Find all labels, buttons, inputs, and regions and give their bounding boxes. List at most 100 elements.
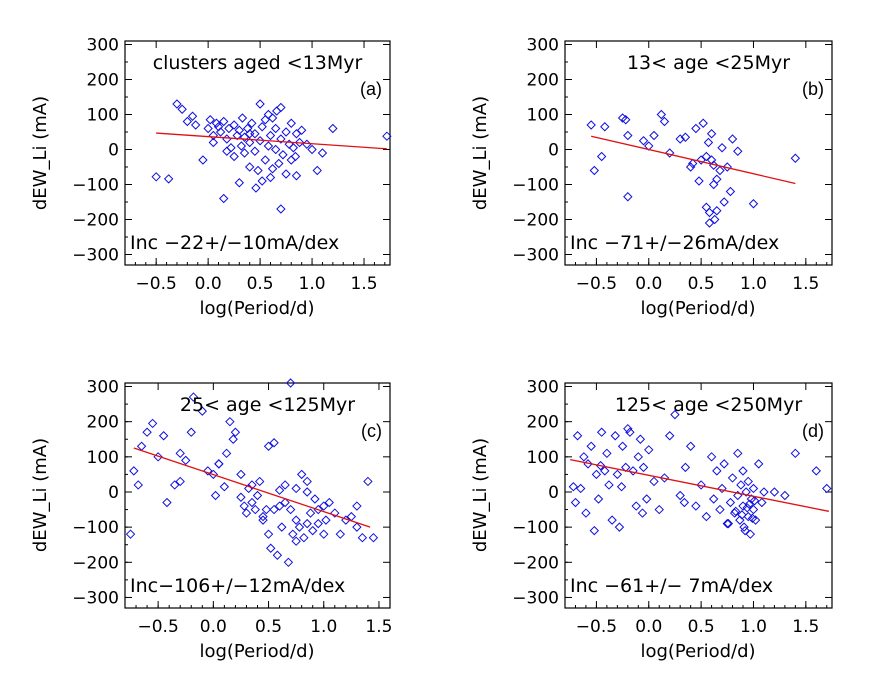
data-point [745,529,756,539]
data-point [633,452,644,462]
data-point [285,504,296,515]
data-point [317,148,328,158]
data-point [644,445,654,455]
data-point [208,130,219,141]
data-point [274,501,285,511]
x-tick-label: 0.5 [688,274,715,294]
data-point [175,476,185,487]
fit-line [570,459,829,512]
data-point [649,130,659,141]
data-point [607,515,617,525]
data-point [299,532,309,543]
data-point [290,151,301,162]
data-point [158,431,169,441]
data-point [715,504,725,515]
y-tick-label: −200 [512,211,559,231]
slope-annotation: Inc −61+/− 7mA/dex [570,575,773,597]
data-point [733,448,743,459]
data-point [811,466,822,476]
data-point [757,497,767,508]
data-point [251,183,261,193]
plot-frame [564,40,833,266]
data-point [679,497,690,508]
x-tick-label: 1.0 [299,274,326,294]
data-point [270,123,281,134]
data-point [291,171,302,181]
data-point [247,480,257,490]
data-point [237,113,248,123]
data-point [738,466,748,476]
y-tick-label: −100 [512,518,559,538]
data-point [215,127,226,137]
data-point [691,123,701,134]
data-point [307,144,317,155]
data-point [276,134,286,144]
data-point [688,158,698,169]
data-point [623,192,633,202]
data-point [263,141,274,151]
panel-letter: (d) [802,421,824,441]
data-point [305,508,316,518]
data-point [612,469,623,480]
y-tick-label: −300 [72,246,119,266]
x-tick-label: 1.5 [792,617,819,637]
y-axis-label: dEW_Li (mA) [30,438,51,552]
y-tick-label: 0 [108,141,119,161]
panel-b: −0.5 0.0 0.5 1.0 1.5 300 200 100 0 −100 −200 −300 lo… [470,36,833,319]
data-point [780,490,790,501]
data-point [236,469,246,480]
y-tick-label: 200 [87,71,119,91]
data-point [239,501,249,511]
data-point [247,497,257,508]
y-tick-label: −300 [512,588,559,608]
data-point [286,155,296,165]
data-point [302,487,312,497]
data-point [631,501,641,511]
data-point [649,476,659,487]
data-point [163,174,174,184]
data-point [708,179,719,190]
data-point [244,129,255,139]
data-point [790,153,801,163]
panel-d: −0.5 0.0 0.5 1.0 1.5 300 200 100 0 −100 −200 −300 lo… [470,378,833,662]
x-tick-label: 0.0 [200,617,227,637]
data-point [725,186,736,197]
data-point [224,123,234,134]
data-point [244,137,255,148]
data-point [753,459,764,469]
data-point [133,480,143,490]
data-point [198,155,208,165]
x-tick-label: 1.0 [310,617,337,637]
data-point [739,522,749,532]
data-point [628,466,638,476]
data-point [230,427,241,437]
data-point [255,99,265,109]
data-point [324,497,334,508]
data-point [319,501,329,511]
data-point [591,469,602,480]
data-point [701,202,712,212]
data-point [696,480,706,490]
data-point [600,466,610,476]
data-point [239,148,250,158]
y-tick-label: −300 [72,588,119,608]
data-point [147,418,158,429]
data-point [589,525,600,536]
data-point [125,529,136,539]
data-point [219,193,229,204]
data-point [722,162,733,172]
data-point [621,115,631,125]
x-axis-label: log(Period/d) [640,641,755,662]
data-point [229,120,239,130]
scatter-series [151,99,392,214]
data-point [701,151,712,162]
data-point [614,522,625,532]
data-point [596,151,607,162]
data-point [712,174,722,184]
data-point [276,102,286,113]
data-point [759,487,769,497]
data-point [736,480,746,490]
x-axis-label: log(Period/d) [199,298,314,319]
data-point [177,104,187,114]
data-point [258,515,268,525]
